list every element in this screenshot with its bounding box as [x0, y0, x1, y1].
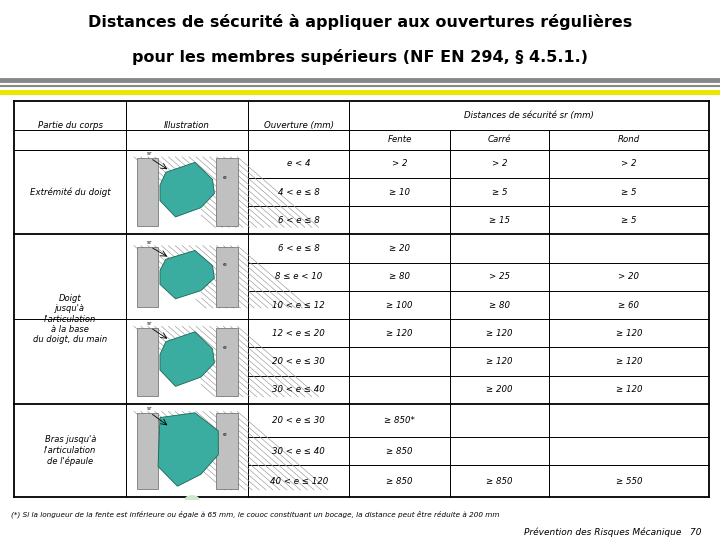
- Text: ≥ 15: ≥ 15: [489, 216, 510, 225]
- FancyBboxPatch shape: [216, 328, 238, 396]
- Text: 30 < e ≤ 40: 30 < e ≤ 40: [272, 385, 325, 394]
- Text: ≥ 5: ≥ 5: [492, 187, 507, 197]
- FancyBboxPatch shape: [137, 158, 158, 226]
- Text: ≥ 5: ≥ 5: [621, 216, 636, 225]
- Text: > 2: > 2: [392, 159, 408, 168]
- Text: sr: sr: [146, 406, 152, 410]
- Text: Illustration: Illustration: [164, 120, 210, 130]
- Text: > 20: > 20: [618, 272, 639, 281]
- Text: Extrémité du doigt: Extrémité du doigt: [30, 187, 110, 197]
- Text: ≥ 10: ≥ 10: [389, 187, 410, 197]
- Polygon shape: [160, 163, 215, 217]
- Text: ≥ 80: ≥ 80: [489, 301, 510, 309]
- Text: Carré: Carré: [487, 135, 511, 144]
- Text: ≥ 550: ≥ 550: [616, 477, 642, 486]
- Text: > 2: > 2: [621, 159, 636, 168]
- FancyBboxPatch shape: [174, 342, 201, 386]
- Polygon shape: [158, 413, 218, 486]
- FancyBboxPatch shape: [174, 260, 201, 299]
- Text: ≥ 120: ≥ 120: [616, 385, 642, 394]
- FancyBboxPatch shape: [216, 158, 238, 226]
- Text: Partie du corps: Partie du corps: [37, 120, 103, 130]
- FancyBboxPatch shape: [137, 247, 158, 307]
- Text: 40 < e ≤ 120: 40 < e ≤ 120: [270, 477, 328, 486]
- FancyBboxPatch shape: [216, 413, 238, 489]
- Text: 10 < e ≤ 12: 10 < e ≤ 12: [272, 301, 325, 309]
- Text: pour les membres supérieurs (NF EN 294, § 4.5.1.): pour les membres supérieurs (NF EN 294, …: [132, 49, 588, 65]
- Text: ≥ 850: ≥ 850: [387, 477, 413, 486]
- Polygon shape: [181, 506, 203, 526]
- FancyBboxPatch shape: [174, 173, 201, 217]
- Text: ≥ 5: ≥ 5: [621, 187, 636, 197]
- Text: sr: sr: [146, 321, 152, 326]
- Text: Prévention des Risques Mécanique   70: Prévention des Risques Mécanique 70: [524, 527, 702, 537]
- Text: ≥ 100: ≥ 100: [387, 301, 413, 309]
- Text: 8 ≤ e < 10: 8 ≤ e < 10: [275, 272, 323, 281]
- Text: ≥ 850: ≥ 850: [387, 447, 413, 456]
- FancyBboxPatch shape: [216, 247, 238, 307]
- Text: Distances de sécurité sr (mm): Distances de sécurité sr (mm): [464, 111, 594, 119]
- Text: ≥ 20: ≥ 20: [389, 244, 410, 253]
- Text: e: e: [222, 433, 226, 437]
- Text: ≥ 120: ≥ 120: [616, 357, 642, 366]
- Text: ≥ 850*: ≥ 850*: [384, 416, 415, 425]
- Text: Ouverture (mm): Ouverture (mm): [264, 120, 334, 130]
- Text: e: e: [222, 176, 226, 180]
- Text: 12 < e ≤ 20: 12 < e ≤ 20: [272, 329, 325, 338]
- Text: ≥ 200: ≥ 200: [486, 385, 513, 394]
- FancyBboxPatch shape: [137, 413, 158, 489]
- Text: e: e: [222, 345, 226, 350]
- Text: sr: sr: [146, 151, 152, 156]
- Text: 4 < e ≤ 8: 4 < e ≤ 8: [278, 187, 320, 197]
- Text: > 25: > 25: [489, 272, 510, 281]
- Text: Doigt
jusqu'à
l'articulation
à la base
du doigt, du main: Doigt jusqu'à l'articulation à la base d…: [33, 294, 107, 345]
- Text: Distances de sécurité à appliquer aux ouvertures régulières: Distances de sécurité à appliquer aux ou…: [88, 14, 632, 30]
- Polygon shape: [160, 332, 215, 386]
- FancyBboxPatch shape: [137, 328, 158, 396]
- Text: 20 < e ≤ 30: 20 < e ≤ 30: [272, 416, 325, 425]
- Text: 6 < e ≤ 8: 6 < e ≤ 8: [278, 244, 320, 253]
- Text: sr: sr: [146, 240, 152, 245]
- Text: ≥ 120: ≥ 120: [486, 357, 513, 366]
- Text: ≥ 850: ≥ 850: [486, 477, 513, 486]
- Text: Bras jusqu'à
l'articulation
de l'épaule: Bras jusqu'à l'articulation de l'épaule: [44, 435, 96, 466]
- Text: 30 < e ≤ 40: 30 < e ≤ 40: [272, 447, 325, 456]
- Text: > 2: > 2: [492, 159, 507, 168]
- Text: e: e: [222, 261, 226, 267]
- Text: e < 4: e < 4: [287, 159, 310, 168]
- Text: ≥ 120: ≥ 120: [387, 329, 413, 338]
- Polygon shape: [160, 251, 215, 299]
- FancyBboxPatch shape: [174, 429, 201, 478]
- Text: 6 < e ≤ 8: 6 < e ≤ 8: [278, 216, 320, 225]
- Text: ≥ 80: ≥ 80: [389, 272, 410, 281]
- Text: 20 < e ≤ 30: 20 < e ≤ 30: [272, 357, 325, 366]
- Text: Rond: Rond: [618, 135, 640, 144]
- Text: ≥ 120: ≥ 120: [616, 329, 642, 338]
- Circle shape: [185, 496, 199, 503]
- Text: Fente: Fente: [387, 135, 412, 144]
- Text: (*) Si la longueur de la fente est inférieure ou égale à 65 mm, le couoc constit: (*) Si la longueur de la fente est infér…: [11, 510, 499, 517]
- Text: ≥ 60: ≥ 60: [618, 301, 639, 309]
- Text: ≥ 120: ≥ 120: [486, 329, 513, 338]
